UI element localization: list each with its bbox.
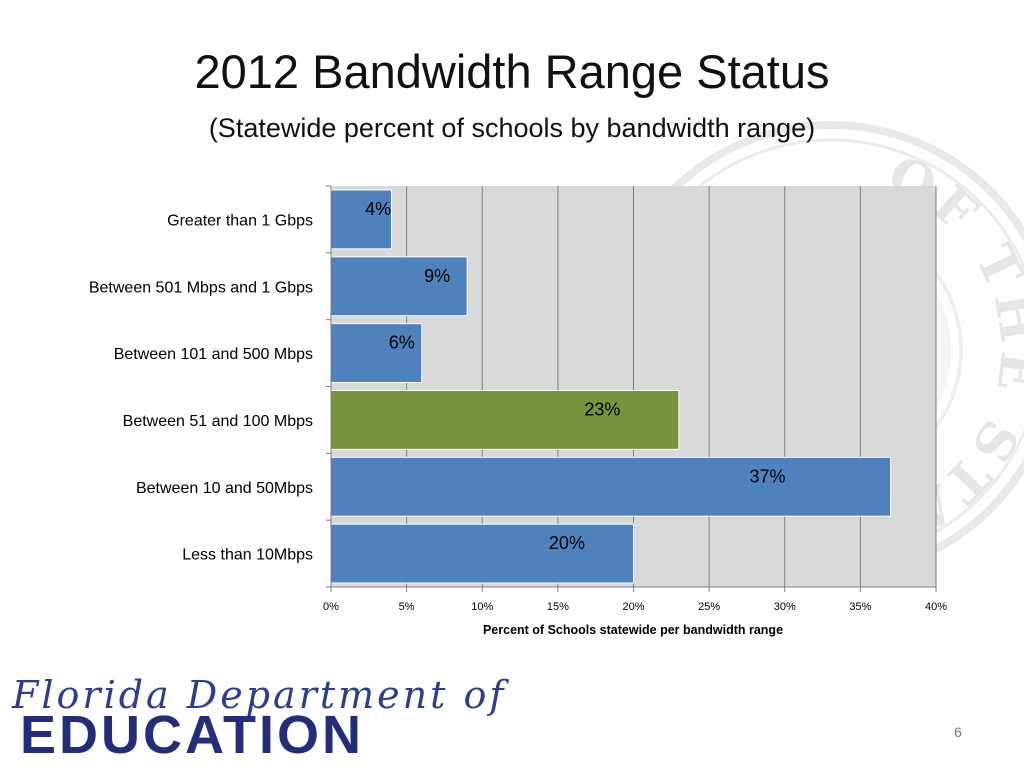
x-axis: 0% 5% 10% 15% 20% 25% 30% 35% 40% <box>323 586 947 613</box>
page-number: 6 <box>954 724 962 740</box>
category-label: Between 51 and 100 Mbps <box>123 413 313 430</box>
bar <box>330 256 468 317</box>
x-tick-label: 20% <box>622 601 644 613</box>
logo-education-text: EDUCATION <box>20 705 364 765</box>
category-label: Between 10 and 50Mbps <box>136 480 313 497</box>
y-axis: Greater than 1 Gbps Between 501 Mbps and … <box>89 185 332 588</box>
bar <box>330 456 892 517</box>
bar <box>330 390 680 450</box>
bar <box>330 323 423 383</box>
bars <box>330 189 892 584</box>
bar <box>330 189 392 250</box>
category-label: Less than 10Mbps <box>182 547 313 564</box>
category-label: Greater than 1 Gbps <box>167 212 313 229</box>
slide-title: 2012 Bandwidth Range Status <box>194 45 830 98</box>
grid-lines <box>406 186 937 587</box>
x-tick-label: 35% <box>849 601 871 613</box>
bar <box>330 523 634 584</box>
value-labels: 4% 9% 6% 23% 37% 20% <box>365 199 785 553</box>
category-label: Between 101 and 500 Mbps <box>114 346 313 363</box>
value-label: 4% <box>365 199 391 219</box>
value-label: 20% <box>549 533 585 553</box>
category-label: Between 501 Mbps and 1 Gbps <box>89 279 313 296</box>
x-axis-label: Percent of Schools statewide per bandwid… <box>483 623 783 637</box>
logo-script-text: Florida Department of <box>12 673 507 717</box>
x-tick-label: 5% <box>399 601 415 613</box>
value-label: 37% <box>749 466 785 486</box>
x-tick-label: 15% <box>547 601 569 613</box>
value-label: 9% <box>424 266 450 286</box>
x-tick-label: 40% <box>925 601 947 613</box>
slide-subtitle: (Statewide percent of schools by bandwid… <box>208 113 816 143</box>
x-tick-label: 30% <box>774 601 796 613</box>
x-tick-label: 25% <box>698 601 720 613</box>
x-tick-label: 10% <box>471 601 493 613</box>
x-tick-label: 0% <box>323 601 339 613</box>
value-label: 23% <box>584 400 620 420</box>
value-label: 6% <box>389 333 415 353</box>
